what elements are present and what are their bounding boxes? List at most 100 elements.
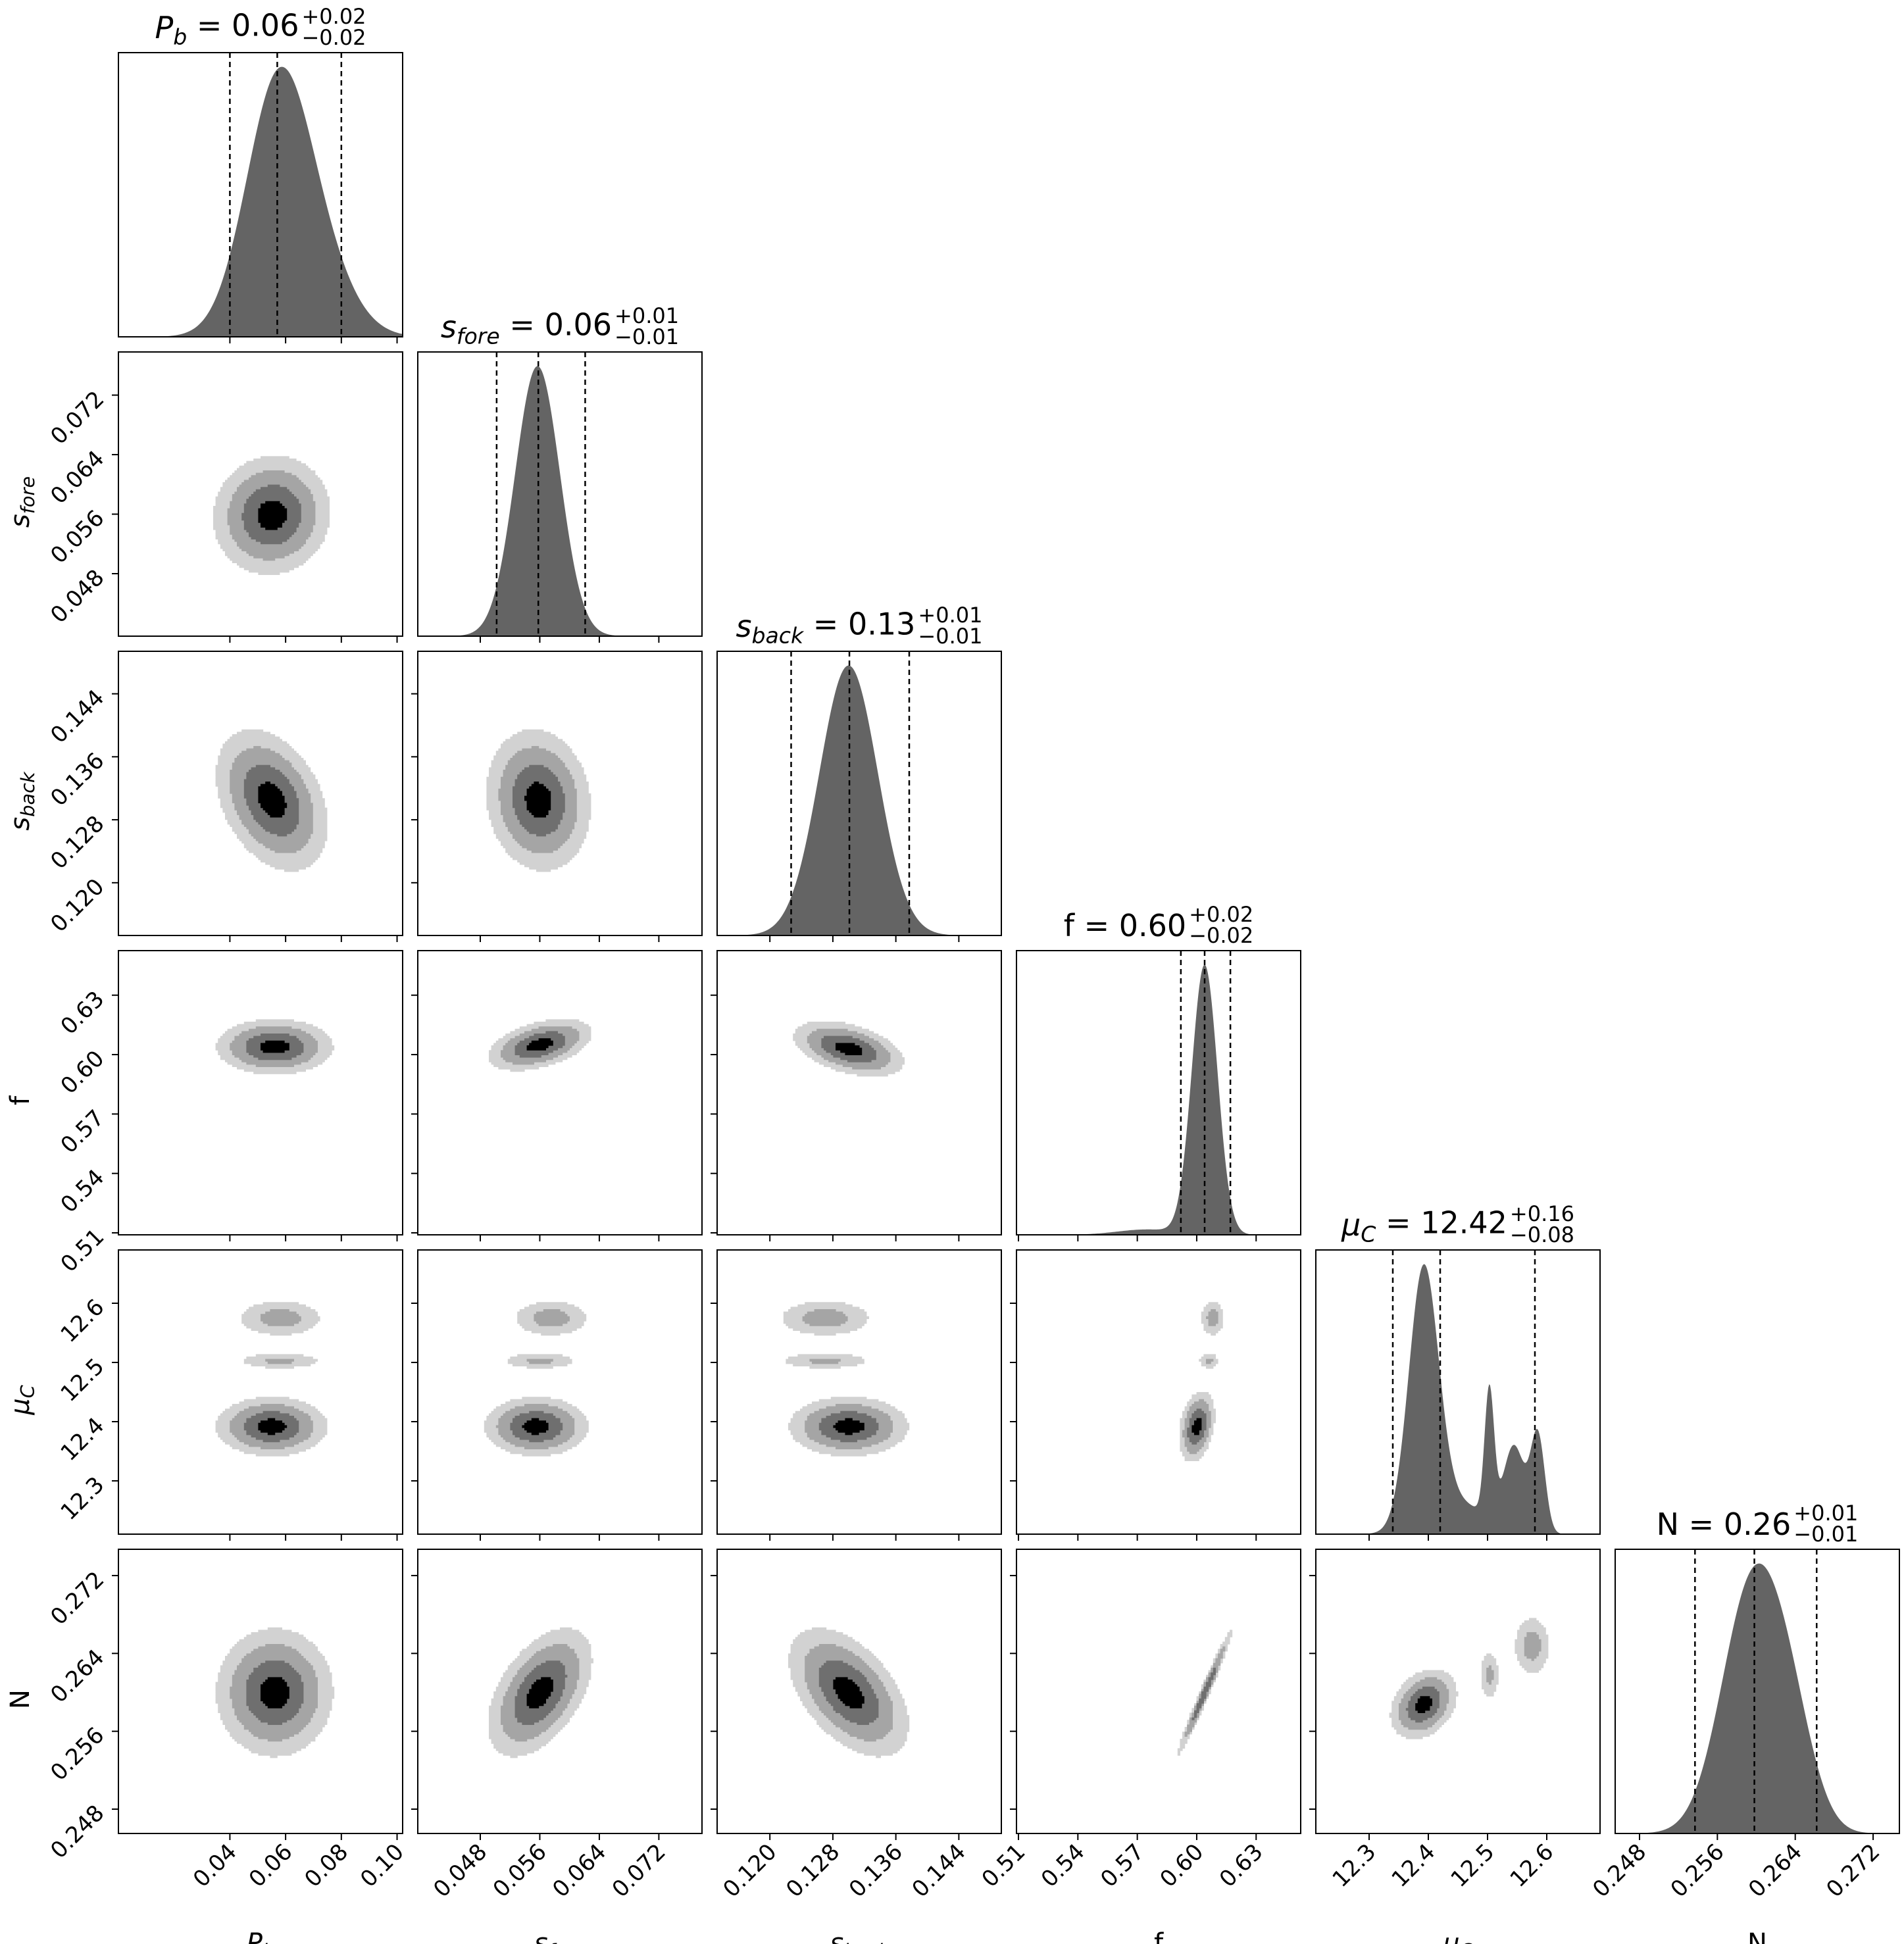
pair-panel-Pb-sback	[118, 651, 403, 936]
pair-panel-sback-f	[716, 950, 1002, 1235]
panel-title-errors: +0.01−0.01	[1793, 1501, 1858, 1547]
panel-title-sback: sback = 0.13	[736, 606, 916, 648]
ticks-5-4	[1309, 1574, 1547, 1840]
contour-level-4	[1191, 1418, 1202, 1435]
x-tick-label: 12.4	[1387, 1839, 1441, 1893]
x-axis-label: sfore	[534, 1928, 586, 1944]
y-tick-label: 0.57	[56, 1105, 110, 1159]
panel-frame	[417, 1249, 703, 1535]
panel-frame	[417, 351, 703, 637]
ticks-2-1	[411, 693, 660, 942]
y-tick-label: 0.54	[56, 1164, 110, 1218]
x-tick-label: 0.264	[1743, 1839, 1807, 1903]
ticks-2-2	[769, 935, 960, 942]
pair-panel-sfore-sback	[417, 651, 703, 936]
panel-frame	[716, 651, 1002, 936]
y-axis-f: 0.51 0.540.57 0.600.63 f	[5, 986, 109, 1278]
marginal-hist-N	[1615, 1563, 1899, 1833]
marginal-panel-sback: sback = 0.13 +0.01−0.01	[716, 603, 1002, 936]
ticks-4-4	[1368, 1534, 1547, 1541]
x-tick-label: 12.6	[1505, 1839, 1559, 1893]
ticks-5-0	[112, 1574, 398, 1840]
x-tick-label: 0.10	[355, 1839, 409, 1893]
x-tick-label: 12.3	[1328, 1839, 1382, 1893]
ticks-3-1	[411, 994, 660, 1241]
contour-level-4	[258, 1418, 288, 1435]
contour-level-4	[526, 1677, 553, 1708]
error-plus: +0.02	[301, 4, 366, 29]
error-minus: −0.02	[1189, 923, 1253, 948]
y-tick-label: 0.120	[45, 874, 109, 937]
x-tick-label: 0.54	[1036, 1839, 1090, 1893]
contour-level-4	[1415, 1696, 1432, 1713]
contour-level-4	[524, 782, 551, 818]
panel-title-errors: +0.16−0.08	[1510, 1201, 1574, 1247]
contour-level-2	[230, 1309, 313, 1449]
y-axis-N: 0.248 0.256 0.264 0.272 N	[5, 1566, 109, 1864]
contour-level-4	[833, 1418, 864, 1435]
panel-title-errors: +0.01−0.01	[918, 603, 982, 649]
marginal-hist-sback	[717, 665, 1001, 935]
x-tick-label: 0.256	[1666, 1839, 1730, 1903]
panel-frame	[417, 1549, 703, 1834]
pair-panel-Pb-sfore	[118, 351, 403, 637]
ticks-5-3	[1010, 1574, 1257, 1840]
panel-frame	[417, 950, 703, 1235]
panel-frame	[1615, 1549, 1900, 1834]
x-axis-muC: 12.312.412.512.6 μC	[1328, 1839, 1559, 1944]
marginal-panel-muC: μC = 12.42 +0.16−0.08	[1315, 1201, 1601, 1535]
y-tick-label: 0.51	[56, 1224, 110, 1278]
y-tick-label: 0.63	[56, 986, 110, 1040]
x-tick-label: 0.064	[547, 1839, 611, 1903]
error-plus: +0.01	[1793, 1501, 1858, 1526]
panel-frame	[1016, 1549, 1301, 1834]
contour-level-2	[802, 1309, 893, 1449]
panel-title-sfore: sfore = 0.06	[441, 307, 612, 349]
x-tick-label: 0.57	[1095, 1839, 1149, 1893]
y-tick-label: 12.5	[56, 1353, 110, 1407]
x-tick-label: 0.08	[299, 1839, 353, 1893]
x-tick-label: 0.04	[188, 1839, 242, 1893]
y-tick-label: 0.60	[56, 1045, 110, 1099]
pair-panel-Pb-N	[118, 1549, 403, 1834]
x-tick-label: 0.048	[428, 1839, 492, 1903]
ticks-2-0	[112, 693, 398, 942]
panel-frame	[716, 1249, 1002, 1535]
y-axis-muC: 12.3 12.412.512.6 μC	[5, 1294, 109, 1526]
y-tick-label: 0.056	[45, 505, 109, 569]
y-tick-label: 12.3	[56, 1472, 110, 1526]
contour-level-4	[836, 1043, 863, 1055]
pair-panel-sfore-muC	[417, 1249, 703, 1535]
error-plus: +0.01	[918, 603, 982, 628]
error-minus: −0.01	[1793, 1522, 1858, 1547]
panel-frame	[1315, 1249, 1601, 1535]
contour-level-4	[261, 1677, 289, 1708]
panel-frame	[118, 1249, 403, 1535]
panel-frame	[118, 52, 403, 337]
x-tick-label: 0.128	[781, 1839, 845, 1903]
ticks-1-1	[479, 636, 660, 643]
x-tick-label: 0.144	[907, 1839, 971, 1903]
contour-level-4	[258, 501, 288, 530]
panel-frame	[118, 651, 403, 936]
y-tick-label: 0.248	[45, 1800, 109, 1864]
ticks-4-2	[711, 1303, 960, 1541]
y-axis-label: sback	[5, 771, 39, 831]
pair-panel-f-N	[1016, 1549, 1301, 1834]
x-tick-label: 0.072	[607, 1839, 671, 1903]
marginal-panel-Pb: Pb = 0.06 +0.02−0.02	[118, 4, 403, 337]
panel-title-muC: μC = 12.42	[1341, 1205, 1507, 1247]
panel-title-N: N = 0.26	[1657, 1507, 1791, 1542]
panel-frame	[417, 651, 703, 936]
x-tick-label: 0.120	[718, 1839, 782, 1903]
y-tick-label: 0.256	[45, 1722, 109, 1786]
x-axis-label: μC	[1442, 1928, 1473, 1944]
pair-panel-sfore-f	[417, 950, 703, 1235]
y-axis-label: sfore	[5, 476, 39, 528]
x-axis-Pb: 0.040.060.080.10 Pb	[188, 1839, 409, 1944]
pair-panel-sback-muC	[716, 1249, 1002, 1535]
